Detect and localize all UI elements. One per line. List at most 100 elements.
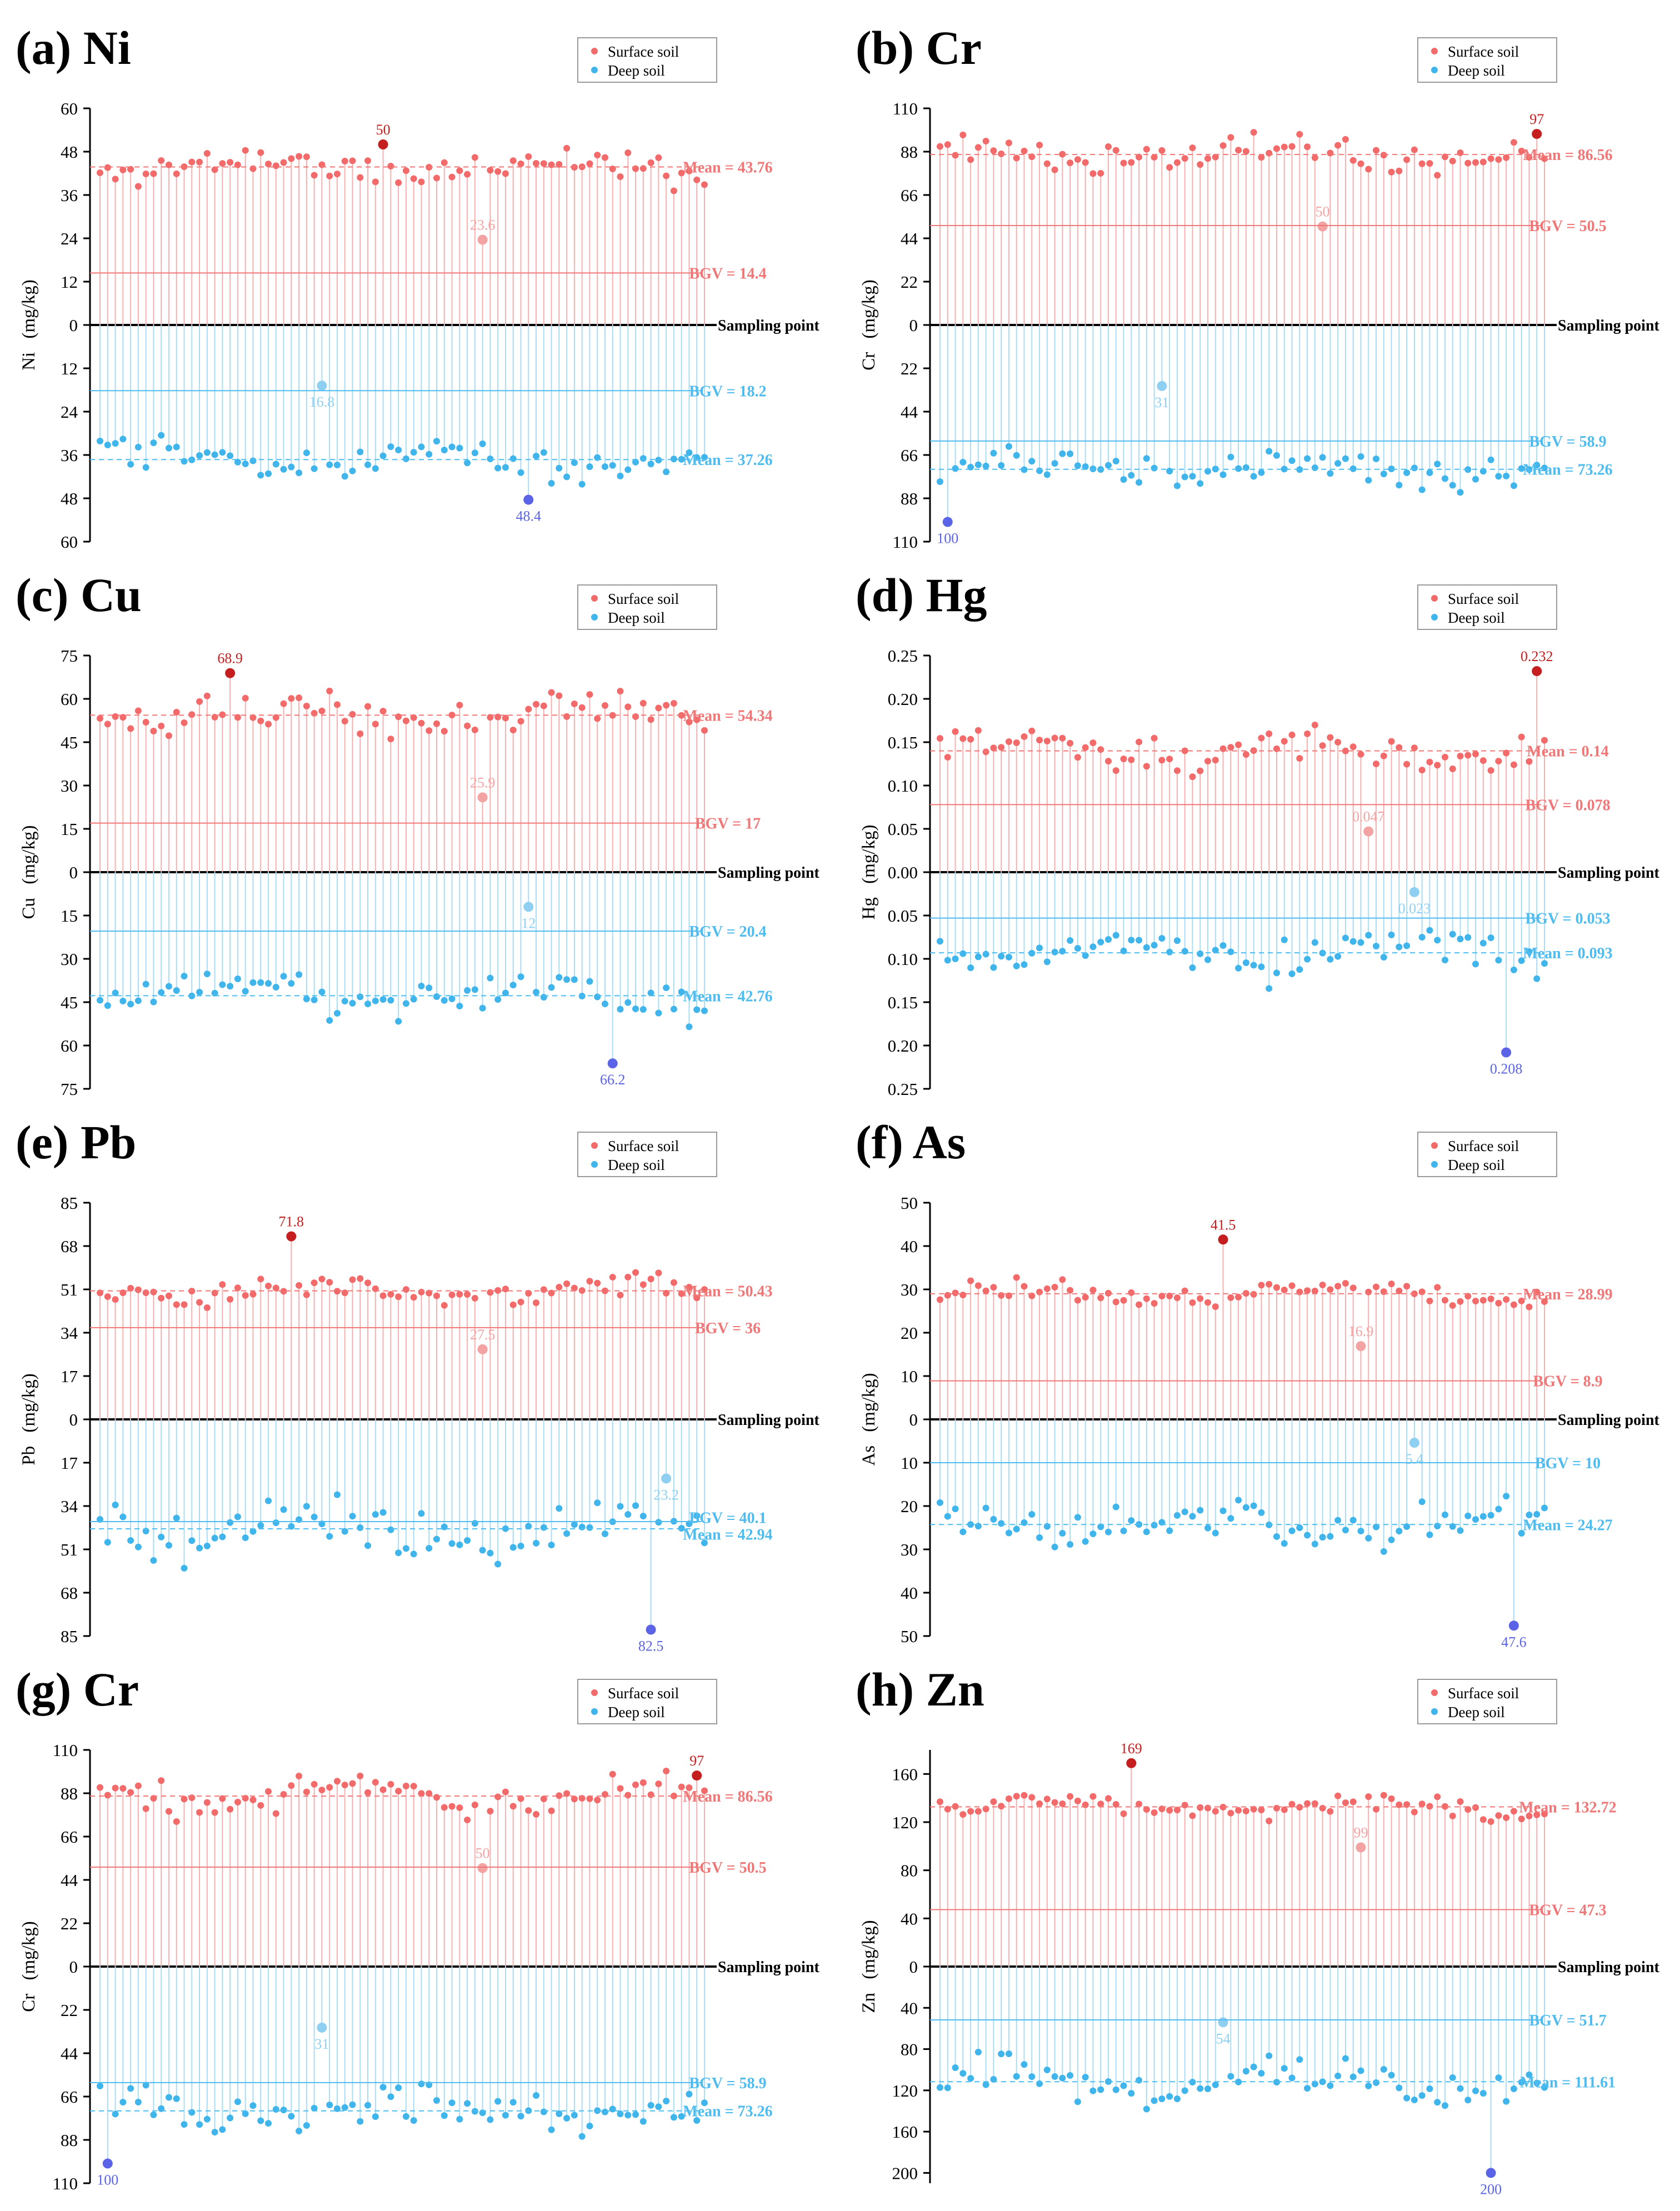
deep-point xyxy=(1181,1508,1188,1515)
surface-point xyxy=(1388,738,1395,745)
surface-point xyxy=(1097,1294,1104,1302)
surface-point xyxy=(1441,153,1448,161)
surface-point xyxy=(1357,751,1364,758)
surface-max-point xyxy=(1126,1758,1137,1768)
deep-point xyxy=(257,2117,264,2124)
surface-point xyxy=(1036,1800,1043,1807)
y-tick-label: 75 xyxy=(61,646,78,666)
deep-point xyxy=(257,472,264,479)
x-axis-label: Sampling point xyxy=(1558,317,1660,334)
surface-point xyxy=(1403,761,1411,768)
surface-min-point xyxy=(477,792,488,803)
deep-point xyxy=(341,1528,348,1535)
surface-point xyxy=(609,1274,616,1281)
surface-point xyxy=(1342,1799,1349,1807)
surface-point xyxy=(1373,1805,1380,1813)
surface-point xyxy=(998,744,1005,751)
surface-point xyxy=(693,1294,701,1302)
deep-point xyxy=(1120,947,1127,954)
deep-point xyxy=(1541,960,1548,967)
legend-surface-marker xyxy=(591,48,598,54)
surface-point xyxy=(410,1783,417,1790)
surface-max-label: 0.232 xyxy=(1521,648,1553,664)
surface-min-label: 0.047 xyxy=(1352,809,1385,825)
deep-point xyxy=(1151,464,1158,472)
deep-point xyxy=(540,2108,547,2115)
surface-point xyxy=(601,154,608,161)
deep-point xyxy=(1441,475,1448,482)
surface-min-label: 16.9 xyxy=(1348,1323,1374,1339)
deep-point xyxy=(1342,455,1349,462)
surface-point xyxy=(1204,1804,1212,1812)
deep-point xyxy=(1028,458,1036,465)
y-axis-label: Ni (mg/kg) xyxy=(19,279,39,371)
surface-point xyxy=(525,1807,532,1814)
y-tick-label: 51 xyxy=(61,1540,78,1559)
panel-title: (f) As xyxy=(856,1115,966,1169)
surface-point xyxy=(1189,1299,1196,1306)
y-tick-label: 60 xyxy=(61,99,78,118)
deep-point xyxy=(357,1524,364,1532)
deep-bgv-label: BGV = 40.1 xyxy=(689,1510,766,1527)
surface-point xyxy=(326,1784,333,1791)
surface-point xyxy=(982,748,989,756)
chart-panel-8: (h) Zn Surface soil Deep soil 160 120 80 40 0 40… xyxy=(856,1663,1660,2197)
deep-point xyxy=(1396,1528,1403,1535)
surface-point xyxy=(974,727,982,734)
y-axis-label: Cr (mg/kg) xyxy=(19,1921,39,2012)
surface-point xyxy=(1028,153,1036,161)
surface-point xyxy=(1472,1804,1479,1811)
surface-point xyxy=(1204,758,1212,765)
legend-surface-label: Surface soil xyxy=(608,591,679,607)
deep-point xyxy=(372,2113,379,2120)
surface-point xyxy=(647,159,654,166)
surface-point xyxy=(1036,1288,1043,1295)
deep-point xyxy=(639,1513,647,1520)
surface-point xyxy=(655,154,662,161)
panel-title: (h) Zn xyxy=(856,1663,984,1716)
deep-point xyxy=(1288,457,1296,464)
surface-point xyxy=(112,176,119,183)
deep-point xyxy=(97,2082,103,2089)
deep-point xyxy=(1418,486,1426,493)
deep-point xyxy=(326,1017,333,1024)
deep-point xyxy=(1089,943,1097,951)
deep-point xyxy=(487,1549,494,1557)
deep-point xyxy=(1128,472,1135,479)
deep-point xyxy=(647,989,654,997)
deep-point xyxy=(517,2113,524,2120)
surface-point xyxy=(1319,1804,1326,1812)
surface-point xyxy=(134,707,142,714)
surface-point xyxy=(617,173,624,181)
surface-point xyxy=(311,1780,318,1788)
deep-point xyxy=(1495,957,1502,964)
surface-point xyxy=(349,157,356,164)
surface-point xyxy=(441,1302,448,1309)
surface-point xyxy=(318,1787,326,1794)
deep-point xyxy=(982,1504,989,1512)
deep-bgv-label: BGV = 10 xyxy=(1535,1455,1601,1472)
deep-point xyxy=(326,1533,333,1540)
deep-point xyxy=(418,443,425,451)
surface-point xyxy=(967,1277,974,1284)
surface-point xyxy=(1296,1804,1303,1811)
surface-mean-label: Mean = 132.72 xyxy=(1519,1799,1616,1816)
surface-point xyxy=(1089,170,1097,177)
x-axis-label: Sampling point xyxy=(718,317,820,334)
deep-point xyxy=(196,1544,203,1552)
surface-point xyxy=(617,688,624,695)
surface-point xyxy=(1120,1810,1127,1817)
deep-point xyxy=(395,2084,402,2092)
surface-point xyxy=(974,144,982,151)
deep-point xyxy=(1357,939,1364,946)
deep-point xyxy=(601,2108,608,2115)
deep-point xyxy=(1426,469,1433,477)
surface-point xyxy=(1128,756,1135,763)
surface-min-label: 50 xyxy=(1316,204,1330,220)
deep-max-point xyxy=(523,494,534,505)
deep-point xyxy=(982,951,989,958)
deep-mean-label: Mean = 37.26 xyxy=(683,452,772,469)
deep-point xyxy=(1510,2085,1517,2093)
deep-point xyxy=(998,953,1005,960)
